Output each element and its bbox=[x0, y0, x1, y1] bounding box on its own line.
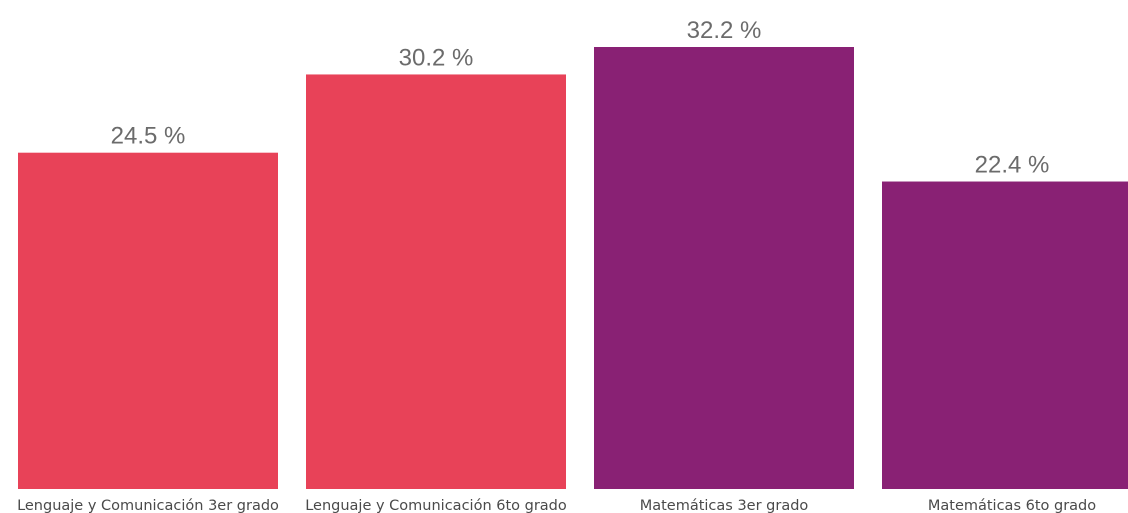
bars-group bbox=[18, 47, 1128, 490]
bar-2 bbox=[306, 74, 566, 489]
bar-4 bbox=[882, 181, 1128, 490]
bar-value-label-2: 30.2 % bbox=[399, 44, 474, 71]
value-labels-group: 24.5 % 30.2 % 32.2 % 22.4 % bbox=[111, 17, 1050, 179]
category-labels-group: Lenguaje y Comunicación 3er grado Lenguaj… bbox=[17, 498, 1096, 513]
category-label-2: Lenguaje y Comunicación 6to grado bbox=[305, 498, 567, 513]
category-label-4: Matemáticas 6to grado bbox=[928, 498, 1096, 513]
category-label-3: Matemáticas 3er grado bbox=[640, 498, 809, 513]
bar-3 bbox=[594, 47, 854, 489]
bar-value-label-1: 24.5 % bbox=[111, 123, 186, 150]
category-label-1: Lenguaje y Comunicación 3er grado bbox=[17, 498, 279, 513]
bar-value-label-4: 22.4 % bbox=[975, 152, 1050, 179]
bar-value-label-3: 32.2 % bbox=[687, 17, 762, 44]
bar-1 bbox=[18, 152, 278, 489]
